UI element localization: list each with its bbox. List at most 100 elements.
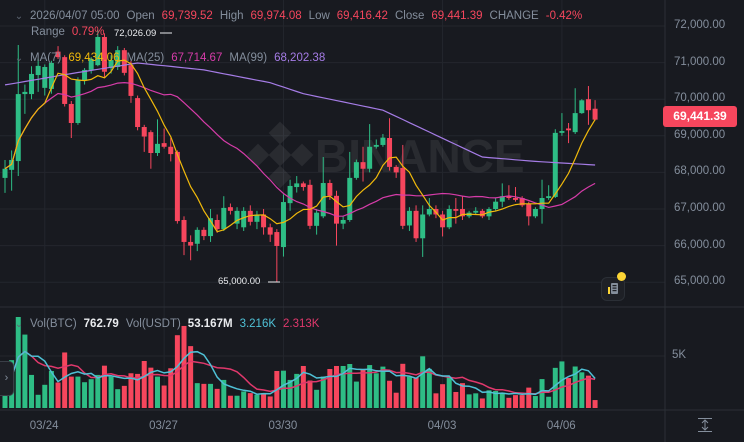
candle — [347, 151, 353, 222]
volume-bar — [566, 378, 572, 408]
volume-legend: ⌄ Vol(BTC) 762.79 Vol(USDT) 53.167M 3.21… — [0, 318, 326, 330]
candle — [552, 129, 558, 199]
volume-bar — [493, 390, 499, 408]
candle-body — [459, 209, 465, 217]
ma-legend: ⌄ MA(7) 69,434.06 MA(25) 67,714.67 MA(99… — [0, 52, 332, 64]
candle-body — [526, 203, 532, 217]
chevron-down-icon[interactable]: ⌄ — [14, 318, 24, 330]
candle-body — [115, 50, 121, 67]
candle — [135, 95, 141, 131]
volume-bar — [406, 376, 412, 408]
volume-bar — [486, 390, 492, 408]
candle — [334, 190, 339, 246]
candle-body — [194, 229, 200, 244]
volume-bar — [387, 380, 393, 408]
chevron-down-icon[interactable]: ⌄ — [14, 52, 24, 64]
candle-body — [387, 137, 393, 167]
fit-axis-icon[interactable] — [696, 417, 714, 433]
candle-body — [585, 99, 591, 111]
volume-bar — [506, 397, 512, 408]
high-value: 69,974.08 — [250, 10, 302, 22]
volume-bar — [552, 367, 558, 408]
volume-bar — [380, 366, 386, 408]
volume-bar — [194, 383, 200, 408]
candle — [95, 29, 101, 67]
candle-body — [373, 144, 379, 147]
volume-bar — [227, 395, 233, 408]
candle-body — [174, 151, 180, 222]
candle — [280, 194, 286, 257]
candle-body — [148, 132, 154, 154]
candles — [2, 29, 598, 283]
volume-bar — [154, 376, 160, 408]
candle-body — [221, 207, 227, 230]
candle-body — [141, 127, 147, 137]
ohlc-legend: ⌄ 2026/04/07 05:00 Open 69,739.52 High 6… — [0, 10, 589, 22]
candle-body — [247, 210, 253, 222]
candle-body — [88, 58, 94, 70]
candle-body — [479, 210, 485, 217]
volume-bar — [29, 374, 35, 408]
candle — [121, 47, 127, 76]
ma25-value: 67,714.67 — [171, 52, 223, 64]
price-axis-label: 68,000.00 — [674, 165, 726, 178]
volume-ma10-line — [4, 350, 596, 395]
candle-body — [208, 218, 214, 237]
price-axis-label: 72,000.00 — [674, 19, 726, 31]
volume-bar — [261, 393, 267, 408]
volume-bar — [572, 366, 578, 408]
candle — [406, 207, 412, 231]
candle — [208, 209, 214, 242]
vol-usdt-label: Vol(USDT) — [125, 318, 181, 330]
moving-average-lines — [4, 59, 596, 233]
vol-btc-value: 762.79 — [83, 318, 119, 330]
chevron-down-icon[interactable]: ⌄ — [14, 10, 24, 22]
volume-bar — [532, 396, 538, 408]
volume-bar — [95, 374, 101, 408]
range-value: 0.79% — [71, 26, 105, 38]
candle-body — [314, 212, 320, 226]
volume-ma5-line — [4, 350, 596, 396]
volume-bar — [101, 365, 107, 408]
volume-bar — [234, 395, 240, 408]
change-label: CHANGE — [489, 10, 539, 22]
news-button[interactable] — [601, 277, 625, 301]
volume-bar — [181, 325, 187, 408]
candle-body — [320, 183, 326, 217]
binance-watermark: BINANCE — [246, 121, 525, 189]
candle-body — [15, 94, 21, 162]
volume-bar — [214, 388, 220, 408]
candle — [367, 124, 373, 173]
chevron-right-icon[interactable]: › — [0, 361, 14, 396]
ma7-line — [4, 59, 596, 233]
candle-body — [181, 219, 187, 242]
volume-bar — [280, 370, 286, 408]
volume-bar — [320, 376, 326, 408]
candle-body — [413, 210, 419, 239]
candle — [387, 118, 393, 171]
candle-body — [572, 113, 578, 133]
time-axis-label: 03/24 — [29, 420, 59, 432]
price-axis-label: 69,000.00 — [674, 128, 726, 141]
candle — [154, 119, 160, 156]
volume-bar — [135, 373, 141, 408]
price-axis-label: 67,000.00 — [674, 202, 726, 214]
volume-bar — [400, 363, 406, 408]
ma7-label: MA(7) — [30, 52, 62, 64]
candle — [29, 66, 35, 100]
volume-bar — [128, 373, 134, 408]
time-axis-label: 03/27 — [149, 420, 178, 432]
candle — [526, 201, 532, 226]
volume-bar — [208, 383, 214, 408]
volume-bar — [241, 391, 247, 408]
price-axis-label: 71,000.00 — [674, 55, 726, 68]
candle — [307, 179, 313, 230]
volume-bar — [393, 392, 399, 408]
candle — [241, 207, 247, 231]
candle — [188, 235, 194, 261]
volume-bar — [585, 375, 591, 408]
candle — [300, 181, 306, 191]
candle — [227, 203, 233, 215]
candle — [128, 60, 134, 103]
